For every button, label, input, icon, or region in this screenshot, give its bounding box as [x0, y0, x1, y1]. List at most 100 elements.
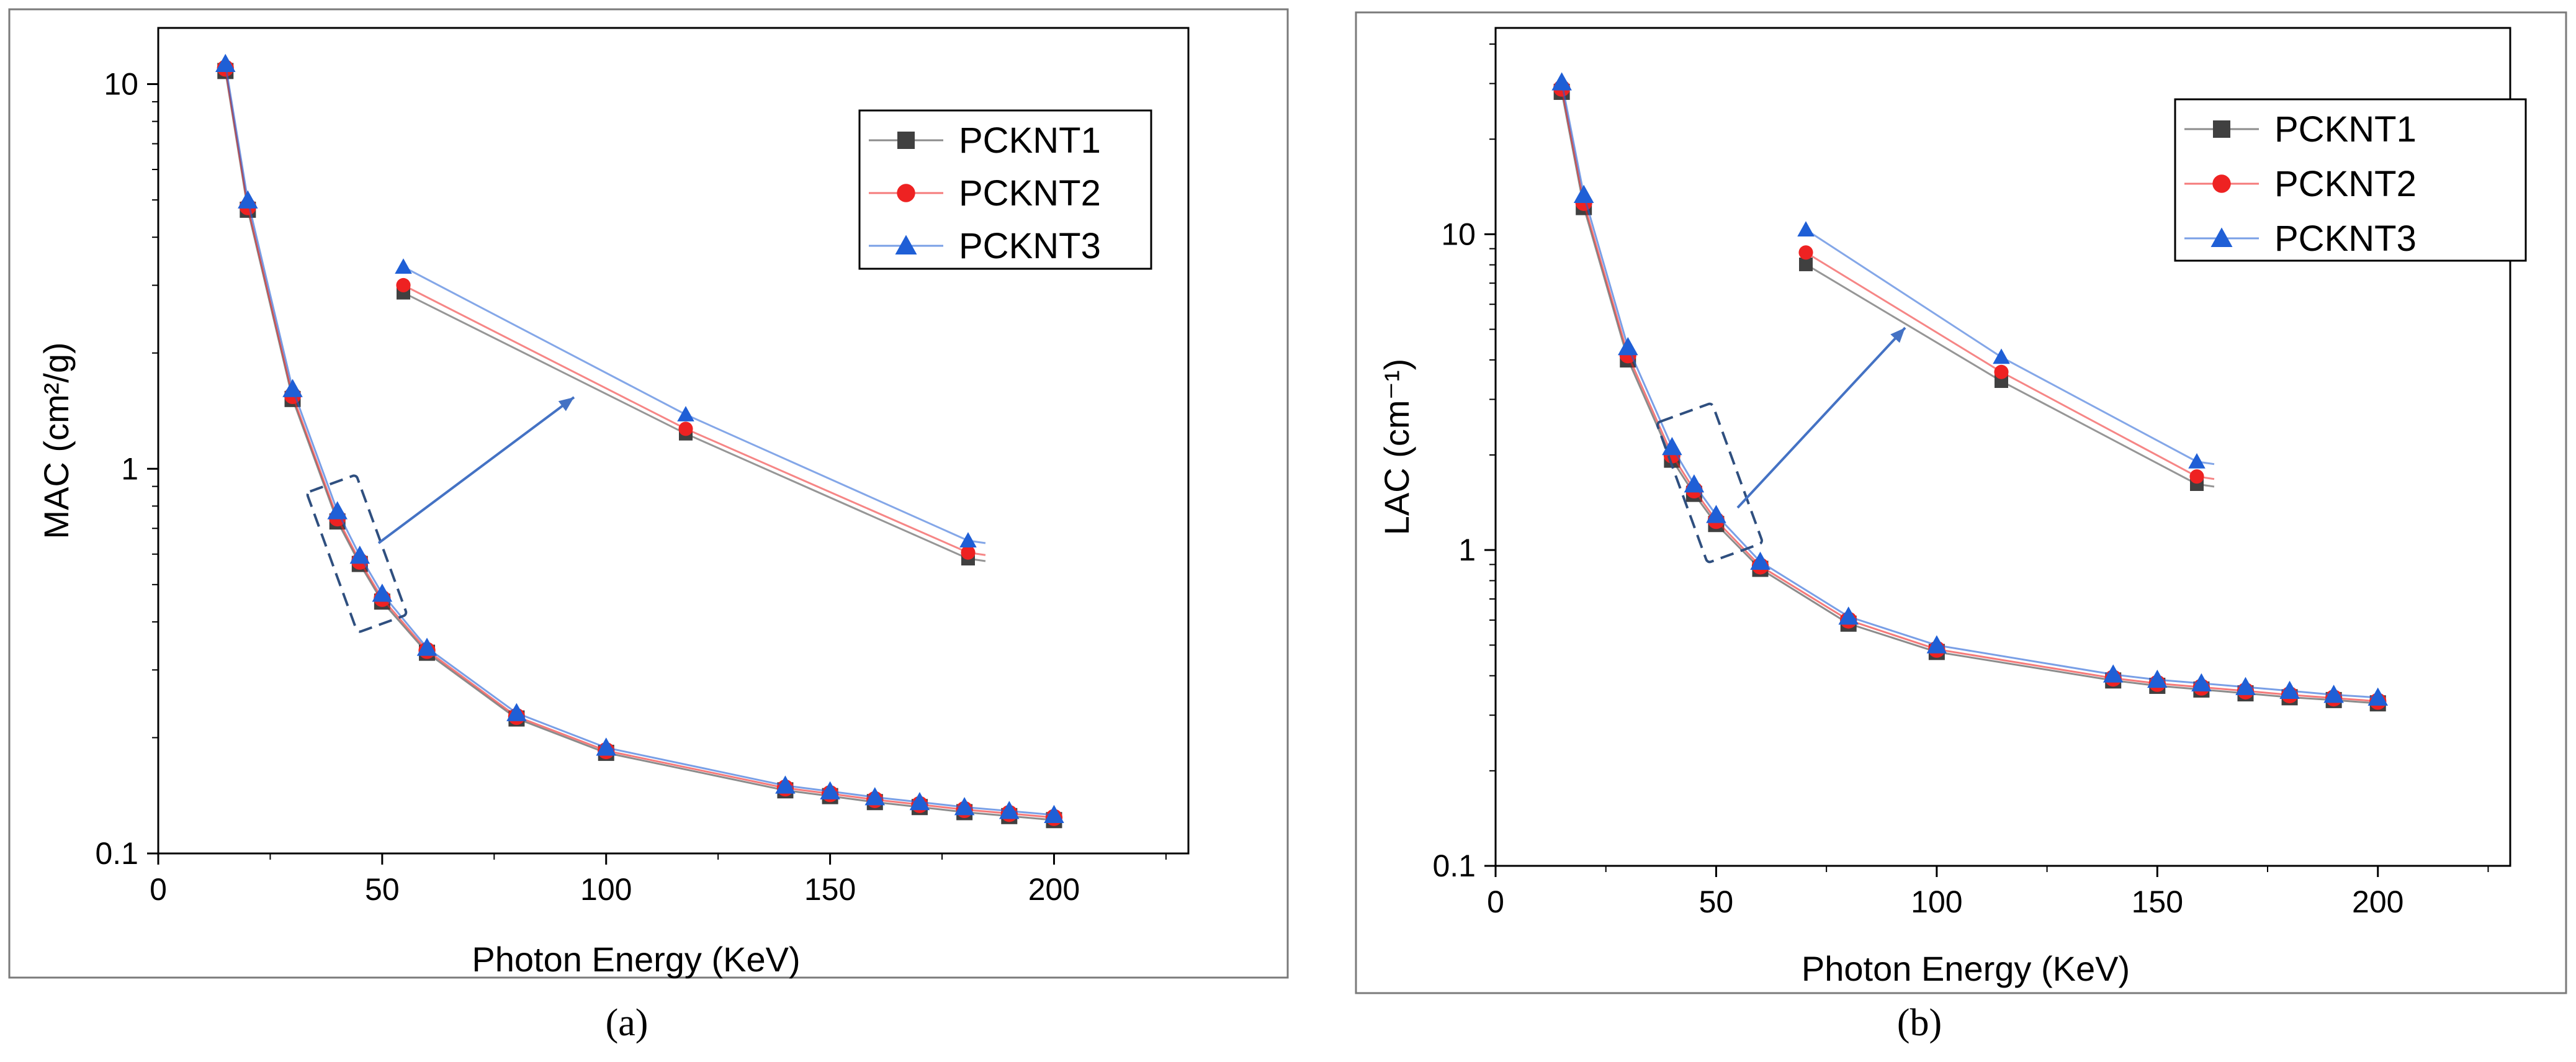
y-tick-label: 0.1 — [1432, 848, 1476, 883]
chart-a: 0 50 100 150 200 0.1 1 10 Photon Energy (KeV) MAC… — [8, 8, 1289, 979]
zoom-arrow — [377, 396, 575, 544]
y-axis-label: MAC (cm²/g) — [37, 342, 76, 539]
inset-line-pcknt3 — [403, 266, 969, 542]
inset-point-pcknt3 — [1797, 221, 1815, 236]
inset-point-pcknt3 — [395, 258, 412, 274]
data-point-pcknt3 — [215, 53, 236, 73]
data-point-pcknt3 — [372, 583, 393, 602]
data-point-pcknt3 — [596, 737, 616, 756]
data-point-pcknt3 — [2191, 673, 2212, 691]
legend-marker-pcknt3 — [2210, 227, 2233, 247]
x-tick-label: 150 — [2132, 884, 2183, 919]
data-point-pcknt3 — [238, 190, 258, 209]
data-point-pcknt3 — [2323, 685, 2344, 703]
legend-marker-pcknt1 — [2213, 120, 2230, 138]
data-point-pcknt3 — [775, 775, 796, 794]
inset-point-pcknt2 — [396, 277, 411, 293]
x-tick-label: 0 — [1487, 884, 1504, 919]
legend-label: PCKNT3 — [2274, 218, 2417, 259]
inset-point-pcknt3 — [959, 532, 977, 548]
x-tick-label: 0 — [150, 872, 167, 907]
series-line-pcknt3 — [1561, 82, 2378, 699]
inset-point-pcknt2 — [961, 545, 976, 560]
x-axis-label: Photon Energy (KeV) — [472, 940, 800, 979]
data-point-pcknt3 — [820, 781, 840, 799]
legend-label: PCKNT2 — [959, 173, 1101, 214]
inset-line-pcknt3 — [1805, 228, 2197, 463]
data-point-pcknt3 — [2147, 669, 2168, 688]
y-tick-label: 10 — [1441, 217, 1476, 251]
data-point-pcknt3 — [1618, 337, 1638, 356]
series-line-pcknt2 — [1561, 88, 2378, 703]
legend-marker-pcknt3 — [895, 235, 917, 254]
legend-label: PCKNT2 — [2274, 164, 2417, 204]
y-axis-label: LAC (cm⁻¹) — [1377, 359, 1416, 536]
x-tick-label: 100 — [1911, 884, 1962, 919]
data-point-pcknt3 — [2367, 687, 2388, 706]
zoom-arrow — [1736, 326, 1906, 509]
y-tick-label: 1 — [1458, 533, 1476, 567]
legend-marker-pcknt2 — [2212, 174, 2231, 193]
data-point-pcknt3 — [1044, 804, 1064, 823]
data-point-pcknt3 — [416, 637, 438, 656]
y-tick-label: 0.1 — [95, 836, 138, 871]
x-tick-label: 150 — [804, 872, 856, 907]
x-tick-label: 200 — [2352, 884, 2403, 919]
x-tick-label: 50 — [1699, 884, 1734, 919]
legend-marker-pcknt1 — [897, 132, 915, 149]
data-point-pcknt3 — [999, 801, 1020, 819]
legend-marker-pcknt2 — [897, 184, 915, 202]
inset-point-pcknt1 — [1799, 257, 1813, 271]
x-tick-label: 100 — [580, 872, 632, 907]
inset-point-pcknt3 — [2188, 453, 2206, 469]
caption-b: (b) — [1897, 1002, 1942, 1044]
plot-area-border — [1494, 27, 2511, 867]
data-point-pcknt3 — [864, 787, 886, 806]
data-point-pcknt3 — [909, 791, 930, 811]
inset-point-pcknt2 — [1994, 364, 2009, 379]
panel-frame — [1355, 11, 2567, 994]
data-point-pcknt3 — [1573, 184, 1594, 204]
data-point-pcknt3 — [506, 703, 527, 721]
inset-point-pcknt2 — [1798, 245, 1813, 260]
zoom-region-box — [306, 474, 408, 633]
series-line-pcknt1 — [224, 71, 1054, 821]
data-point-pcknt3 — [1684, 474, 1705, 493]
zoom-arrow-head — [558, 397, 574, 412]
data-point-pcknt3 — [1551, 72, 1572, 91]
legend-box — [2174, 98, 2527, 262]
data-point-pcknt3 — [1926, 635, 1947, 654]
y-tick-label: 1 — [121, 451, 138, 486]
inset-point-pcknt2 — [678, 421, 693, 436]
chart-b: 0 50 100 150 200 0.1 1 10 Photon Energy (KeV) LAC… — [1355, 11, 2567, 994]
data-point-pcknt3 — [327, 501, 348, 520]
legend-label: PCKNT1 — [2274, 109, 2417, 150]
x-tick-label: 50 — [365, 872, 400, 907]
data-point-pcknt3 — [2279, 680, 2300, 700]
zoom-arrow-head — [1890, 328, 1905, 343]
data-point-pcknt3 — [2103, 664, 2124, 683]
x-tick-label: 200 — [1028, 872, 1080, 907]
data-point-pcknt3 — [1838, 606, 1859, 625]
data-point-pcknt3 — [1706, 505, 1726, 523]
inset-point-pcknt3 — [677, 406, 694, 421]
x-axis-label: Photon Energy (KeV) — [1802, 949, 2130, 988]
data-point-pcknt3 — [2235, 677, 2256, 695]
legend-label: PCKNT1 — [959, 120, 1101, 161]
panel-frame — [8, 8, 1289, 979]
plot-area-border — [157, 27, 1190, 855]
inset-line-pcknt2 — [1805, 251, 2197, 478]
data-point-pcknt3 — [349, 546, 370, 564]
inset-point-pcknt3 — [1993, 348, 2010, 364]
series-line-pcknt3 — [224, 63, 1054, 816]
inset-point-pcknt2 — [2189, 469, 2204, 484]
series-line-pcknt2 — [224, 68, 1054, 819]
zoom-region-box — [1656, 402, 1763, 564]
y-tick-label: 10 — [104, 67, 138, 102]
caption-a: (a) — [606, 1002, 648, 1044]
data-point-pcknt3 — [282, 379, 303, 397]
data-point-pcknt3 — [1750, 551, 1770, 570]
data-point-pcknt3 — [954, 797, 975, 816]
legend-label: PCKNT3 — [959, 226, 1101, 266]
